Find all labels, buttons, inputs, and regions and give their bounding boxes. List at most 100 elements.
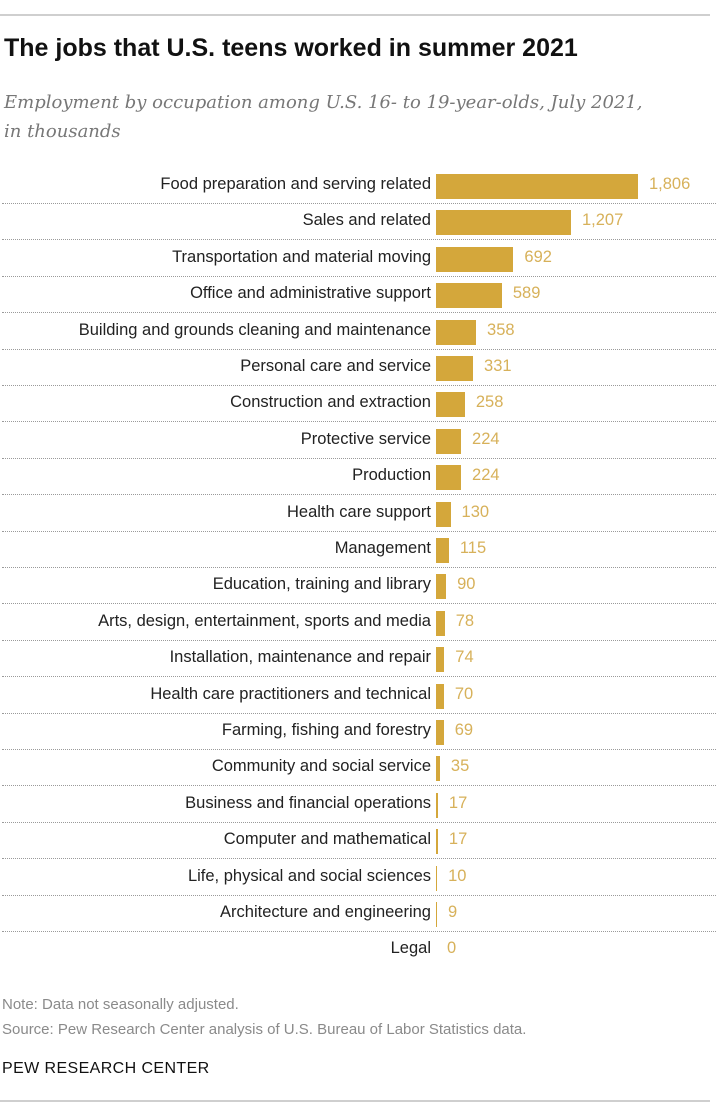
- category-label: Building and grounds cleaning and mainte…: [78, 320, 431, 339]
- row-divider: [2, 712, 716, 714]
- category-label: Management: [334, 539, 431, 557]
- value-label: 17: [448, 830, 468, 849]
- bar-row: Food preparation and serving related 1,80…: [0, 168, 720, 204]
- chart-subtitle: Employment by occupation among U.S. 16- …: [4, 92, 643, 142]
- bar-chart: Food preparation and serving related 1,80…: [0, 168, 720, 968]
- row-divider: [2, 312, 716, 314]
- bar-row: Health care practitioners and technical 7…: [0, 678, 720, 714]
- bar-row: Office and administrative support 589: [0, 277, 720, 314]
- bar: [436, 792, 438, 818]
- bar-row: Arts, design, entertainment, sports and …: [0, 605, 720, 641]
- category-label: Installation, maintenance and repair: [169, 648, 431, 667]
- row-divider: [2, 494, 716, 496]
- row-divider: [2, 603, 716, 605]
- row-divider: [2, 239, 716, 241]
- bar: [436, 865, 438, 891]
- value-label: 258: [475, 393, 504, 412]
- bar: [436, 465, 462, 491]
- bar: [436, 647, 445, 673]
- bar: [436, 319, 477, 345]
- bar-row: Protective service 224: [0, 423, 720, 459]
- category-label: Transportation and material moving: [172, 247, 431, 266]
- bar: [436, 356, 474, 381]
- row-divider: [2, 385, 716, 386]
- value-label: 224: [472, 429, 500, 448]
- bar: [436, 720, 444, 745]
- bar: [436, 538, 449, 563]
- row-divider: [2, 785, 716, 787]
- bar: [436, 574, 447, 600]
- category-label: Health care support: [287, 502, 431, 521]
- bar-row: Transportation and material moving 692: [0, 241, 720, 277]
- value-label: 17: [448, 793, 468, 812]
- row-divider: [2, 749, 716, 750]
- value-label: 331: [484, 357, 512, 375]
- value-label: 69: [454, 721, 474, 739]
- category-label: Production: [352, 466, 431, 485]
- category-label: Sales and related: [302, 211, 431, 230]
- row-divider: [2, 348, 716, 350]
- category-label: Business and financial operations: [185, 793, 431, 812]
- bar: [436, 501, 451, 527]
- category-label: Farming, fishing and forestry: [221, 721, 431, 739]
- bar-row: Building and grounds cleaning and mainte…: [0, 314, 720, 350]
- bar-row: Business and financial operations 17: [0, 787, 720, 823]
- bar: [436, 246, 514, 272]
- bar-row: Construction and extraction 258: [0, 386, 720, 423]
- category-label: Protective service: [300, 429, 431, 448]
- top-rule: [0, 14, 710, 16]
- value-label: 1,207: [582, 211, 624, 230]
- bar-row: Legal 0: [0, 932, 720, 968]
- row-divider: [2, 639, 716, 641]
- chart-note: Note: Data not seasonally adjusted.: [2, 996, 239, 1013]
- value-label: 130: [461, 502, 490, 521]
- category-label: Education, training and library: [212, 575, 431, 594]
- bar: [436, 829, 438, 855]
- category-label: Life, physical and social sciences: [187, 866, 431, 885]
- bar-row: Community and social service 35: [0, 750, 720, 787]
- category-label: Computer and mathematical: [223, 830, 431, 849]
- category-label: Community and social service: [211, 757, 431, 776]
- value-label: 115: [459, 539, 487, 557]
- chart-source: Source: Pew Research Center analysis of …: [2, 1021, 527, 1038]
- value-label: 589: [512, 284, 541, 303]
- category-label: Architecture and engineering: [220, 903, 431, 921]
- bar-row: Education, training and library 90: [0, 568, 720, 605]
- value-label: 1,806: [649, 175, 691, 193]
- value-label: 35: [450, 757, 470, 776]
- bar-row: Life, physical and social sciences 10: [0, 860, 720, 896]
- bar: [436, 610, 445, 636]
- row-divider: [2, 858, 716, 860]
- bar-row: Production 224: [0, 459, 720, 496]
- category-label: Office and administrative support: [190, 284, 431, 303]
- row-divider: [2, 567, 716, 568]
- category-label: Food preparation and serving related: [160, 175, 431, 193]
- category-label: Construction and extraction: [230, 393, 431, 412]
- bar: [436, 756, 440, 782]
- category-label: Legal: [390, 939, 431, 958]
- bar: [436, 210, 571, 236]
- bar: [436, 174, 638, 199]
- bar-row: Personal care and service 331: [0, 350, 720, 386]
- value-label: 692: [524, 247, 552, 266]
- bar-row: Architecture and engineering 9: [0, 896, 720, 932]
- bottom-rule: [0, 1100, 710, 1102]
- row-divider: [2, 421, 716, 423]
- bar-row: Computer and mathematical 17: [0, 823, 720, 860]
- bar-row: Health care support 130: [0, 496, 720, 532]
- bar: [436, 902, 437, 927]
- bar: [436, 283, 502, 309]
- row-divider: [2, 821, 716, 823]
- bar: [436, 428, 462, 454]
- bar: [436, 683, 444, 709]
- row-divider: [2, 457, 716, 459]
- value-label: 74: [455, 648, 474, 667]
- category-label: Personal care and service: [240, 357, 431, 375]
- row-divider: [2, 203, 716, 204]
- value-label: 70: [454, 684, 474, 703]
- row-divider: [2, 931, 716, 932]
- value-label: 224: [472, 466, 500, 485]
- bar: [436, 392, 465, 418]
- row-divider: [2, 894, 716, 896]
- value-label: 10: [448, 866, 467, 885]
